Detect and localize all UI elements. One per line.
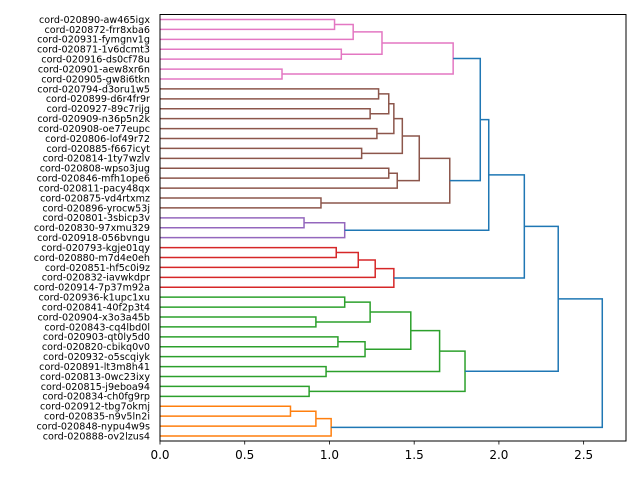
dendrogram-link-u2 — [160, 222, 346, 239]
x-tick-label: 2.0 — [489, 448, 508, 462]
leaf-label: cord-020851-hf5c0i9z — [45, 263, 150, 274]
leaf-label: cord-020918-056bvngu — [37, 233, 150, 244]
leaf-label: cord-020820-cbikq0v0 — [42, 342, 150, 353]
leaf-label: cord-020806-lof49r72 — [45, 134, 150, 145]
leaf-label: cord-020794-d3oru1w5 — [37, 84, 150, 95]
leaf-label: cord-020880-m7d4e0eh — [34, 253, 150, 264]
plot-frame — [159, 14, 627, 442]
leaf-label: cord-020896-yrocw53j — [42, 203, 150, 214]
dendrogram-link-t4 — [465, 225, 559, 372]
dendrogram-link-b4 — [160, 127, 378, 140]
leaf-label: cord-020801-3sbicp3v — [42, 213, 150, 224]
dendrogram-link-b11 — [160, 197, 322, 209]
dendrogram-links — [160, 18, 604, 437]
dendrogram-link-o3 — [160, 417, 332, 437]
x-tick-label: 2.5 — [574, 448, 593, 462]
leaf-label: cord-020885-f667icyt — [46, 144, 150, 155]
dendrogram-link-g2 — [160, 316, 317, 328]
leaf-label: cord-020890-aw465igx — [39, 15, 150, 26]
dendrogram-link-o2 — [160, 410, 317, 427]
leaf-label: cord-020834-ch0fg9rp — [42, 392, 150, 403]
leaf-label: cord-020813-0wc23ixy — [40, 372, 150, 383]
leaf-label: cord-020793-kgje01qy — [41, 243, 150, 254]
leaf-label: cord-020912-tbg7okmj — [40, 402, 150, 413]
dendrogram-link-t3 — [393, 174, 526, 279]
dendrogram-link-g1 — [160, 296, 346, 308]
x-tick-label: 1.0 — [320, 448, 339, 462]
dendrogram-link-b2 — [160, 108, 371, 120]
leaf-label: cord-020891-lt3m8h41 — [39, 362, 150, 373]
leaf-label: cord-020899-d6r4fr9r — [46, 94, 150, 105]
leaf-label: cord-020830-97xmu329 — [34, 223, 150, 234]
dendrogram-link-g6 — [365, 311, 412, 350]
x-tick-label: 1.5 — [405, 448, 424, 462]
dendrogram-link-b9 — [160, 172, 398, 189]
dendrogram-link-b6 — [160, 147, 363, 160]
dendrogram-link-g5 — [160, 341, 366, 358]
dendrogram-link-b8 — [160, 167, 390, 179]
dendrogram-link-t1 — [449, 57, 482, 182]
dendrogram-link-r2 — [160, 251, 360, 269]
leaf-label: cord-020904-x3o3a45b — [38, 312, 151, 323]
dendrogram-link-p5 — [160, 68, 283, 80]
dendrogram-link-g8 — [326, 329, 441, 373]
leaf-label: cord-020903-qt0ly5d0 — [43, 332, 150, 343]
dendrogram-link-g3 — [315, 301, 371, 323]
leaf-label: cord-020841-40f2p3t4 — [42, 302, 150, 313]
dendrogram-link-b10 — [397, 135, 421, 182]
leaf-label: cord-020871-1v6dcmt3 — [37, 45, 150, 56]
leaf-label: cord-020808-wpso3jug — [40, 164, 150, 175]
dendrogram-link-r4 — [160, 267, 395, 288]
dendrogram-link-r1 — [160, 246, 337, 259]
dendrogram-link-p3 — [160, 48, 343, 60]
dendrogram-link-o1 — [160, 405, 292, 417]
dendrogram-link-b12 — [320, 157, 451, 204]
dendrogram-link-b5 — [376, 103, 395, 135]
leaf-label: cord-020909-n36p5n2k — [37, 114, 150, 125]
x-tick-label: 0.0 — [150, 448, 169, 462]
leaf-label: cord-020901-aew8xr6n — [38, 64, 150, 75]
leaf-label: cord-020931-fymgnv1g — [37, 35, 150, 46]
leaf-labels: cord-020890-aw465igxcord-020872-frr8xba6… — [34, 15, 151, 442]
leaf-label: cord-020846-mfh1ope6 — [37, 174, 150, 185]
dendrogram-link-g9 — [160, 385, 310, 398]
leaf-label: cord-020914-7p37m92a — [34, 283, 150, 294]
dendrogram-link-r3 — [160, 259, 376, 279]
x-tick-label: 0.5 — [235, 448, 254, 462]
dendrogram-link-b3 — [370, 93, 390, 115]
leaf-label: cord-020875-vd4rtxmz — [40, 193, 150, 204]
dendrogram-link-b1 — [160, 88, 380, 100]
dendrogram-link-p6 — [282, 42, 454, 75]
dendrogram-link-g10 — [309, 350, 466, 393]
x-axis: 0.0 0.5 1.0 1.5 2.0 2.5 — [150, 441, 593, 462]
leaf-label: cord-020905-gw8i6tkn — [41, 74, 150, 85]
leaf-label: cord-020932-o5scqiyk — [43, 352, 150, 363]
leaf-label: cord-020848-nypu4w9s — [36, 421, 150, 432]
dendrogram-link-t5 — [331, 298, 604, 429]
leaf-label: cord-020814-1ty7wzlv — [43, 154, 151, 165]
dendrogram-link-p2 — [160, 23, 354, 41]
dendrogram-link-u1 — [160, 217, 305, 229]
dendrogram-link-b7 — [361, 117, 404, 155]
leaf-label: cord-020927-89c7rijg — [46, 104, 150, 115]
leaf-label: cord-020908-oe77eupc — [38, 124, 150, 135]
leaf-label: cord-020835-n9v5ln2i — [44, 412, 150, 423]
leaf-label: cord-020872-frr8xba6 — [44, 25, 150, 36]
dendrogram-link-g7 — [160, 365, 327, 378]
dendrogram-link-g4 — [160, 336, 339, 348]
leaf-label: cord-020916-ds0cf78u — [41, 55, 150, 66]
leaf-label: cord-020832-iavwkdpr — [42, 273, 150, 284]
leaf-label: cord-020936-k1upc1xu — [38, 293, 150, 304]
leaf-label: cord-020815-j9eboa94 — [41, 382, 150, 393]
leaf-label: cord-020888-ov2lzus4 — [43, 431, 150, 442]
dendrogram-link-p1 — [160, 18, 336, 31]
leaf-label: cord-020811-pacy48qx — [39, 183, 151, 194]
dendrogram-link-p4 — [341, 31, 383, 55]
leaf-label: cord-020843-cq4lbd0l — [44, 322, 150, 333]
